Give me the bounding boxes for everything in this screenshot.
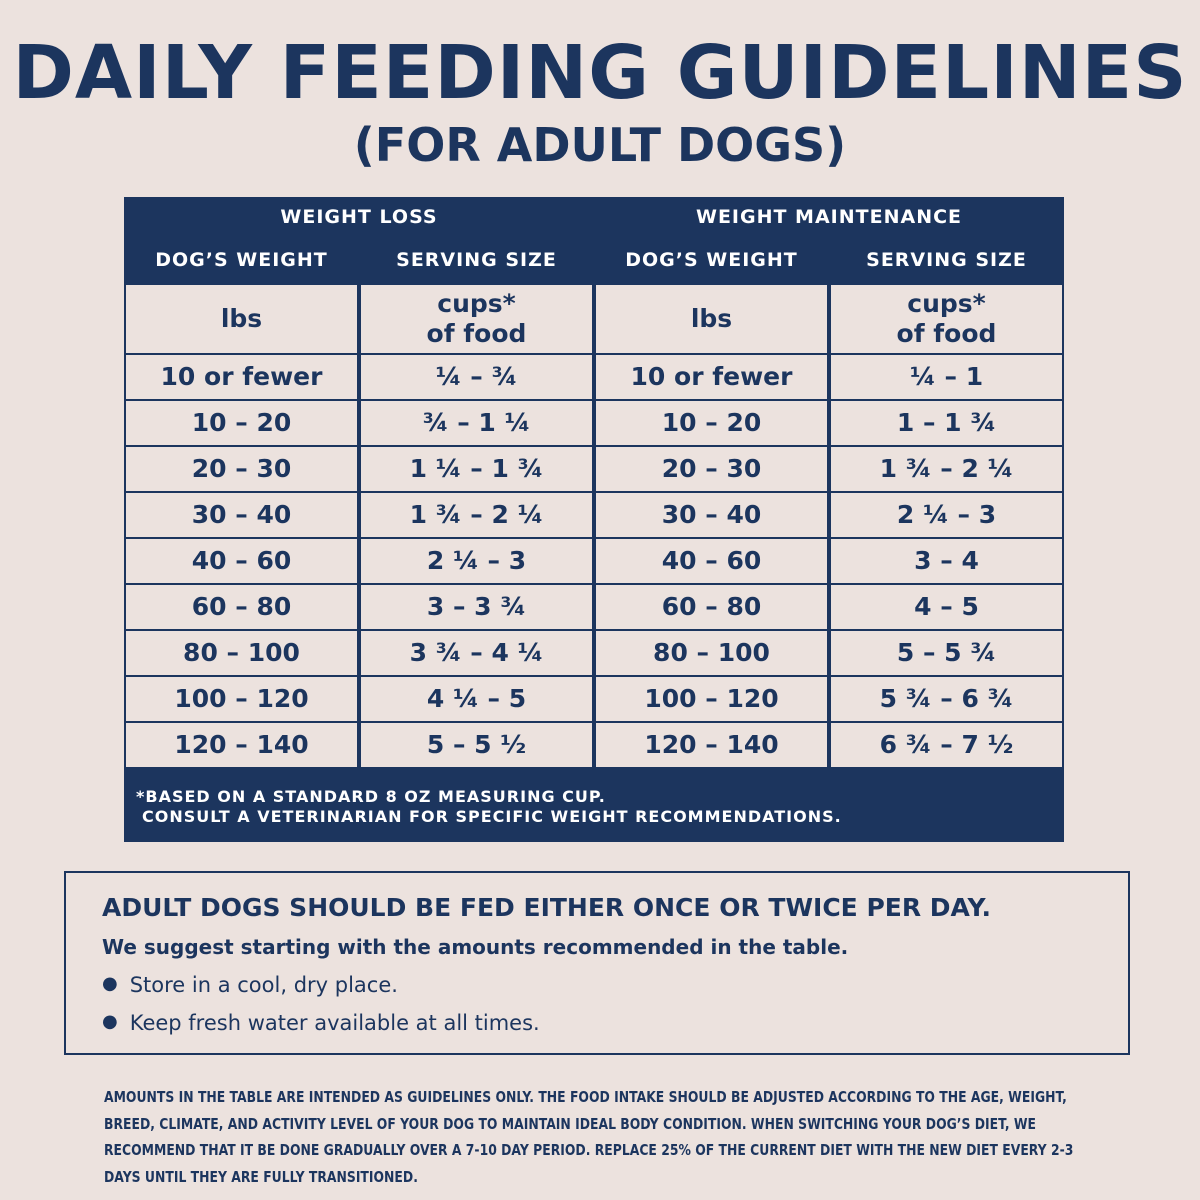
info-box: ADULT DOGS SHOULD BE FED EITHER ONCE OR … xyxy=(64,871,1130,1055)
table-cell: 30 – 40 xyxy=(126,493,357,537)
table-cell: 30 – 40 xyxy=(596,493,827,537)
table-cell: 20 – 30 xyxy=(126,447,357,491)
table-cell: 5 ¾ – 6 ¾ xyxy=(831,677,1062,721)
table-cell: ¾ – 1 ¼ xyxy=(361,401,592,445)
table-cell: 4 – 5 xyxy=(831,585,1062,629)
table-cell: ¼ – 1 xyxy=(831,355,1062,399)
table-cell: 4 ¼ – 5 xyxy=(361,677,592,721)
table-cell: 100 – 120 xyxy=(596,677,827,721)
table-cell: 3 ¾ – 4 ¼ xyxy=(361,631,592,675)
table-cell: 20 – 30 xyxy=(596,447,827,491)
table-cell: 120 – 140 xyxy=(126,723,357,767)
disclaimer: AMOUNTS IN THE TABLE ARE INTENDED AS GUI… xyxy=(104,1088,1074,1186)
bullet: ● Keep fresh water available at all times… xyxy=(102,1011,540,1035)
table-cell: 10 – 20 xyxy=(596,401,827,445)
unit-line: lbs xyxy=(690,304,733,333)
table-cell: 5 – 5 ¾ xyxy=(831,631,1062,675)
column-header: DOG’S WEIGHT xyxy=(155,249,328,271)
info-subheading: We suggest starting with the amounts rec… xyxy=(102,935,849,959)
table-cell: 120 – 140 xyxy=(596,723,827,767)
unit-line: lbs xyxy=(220,304,263,333)
feeding-table: WEIGHT LOSS WEIGHT MAINTENANCE DOG’S WEIGH… xyxy=(124,197,1064,842)
table-cell: 10 or fewer xyxy=(596,355,827,399)
table-cell: 3 – 3 ¾ xyxy=(361,585,592,629)
footnote-line: CONSULT A VETERINARIAN FOR SPECIFIC WEIG… xyxy=(142,807,842,826)
group-header: WEIGHT MAINTENANCE xyxy=(695,206,963,228)
table-cell: ¼ – ¾ xyxy=(361,355,592,399)
table-cell: 40 – 60 xyxy=(126,539,357,583)
bullet-text: Keep fresh water available at all times. xyxy=(129,1011,540,1035)
info-heading: ADULT DOGS SHOULD BE FED EITHER ONCE OR … xyxy=(102,893,991,922)
table-cell: 1 – 1 ¾ xyxy=(831,401,1062,445)
table-cell: 2 ¼ – 3 xyxy=(361,539,592,583)
table-cell: 10 or fewer xyxy=(126,355,357,399)
group-header: WEIGHT LOSS xyxy=(280,206,438,228)
column-header: DOG’S WEIGHT xyxy=(625,249,798,271)
table-cell: 80 – 100 xyxy=(126,631,357,675)
unit-cell: cups* of food xyxy=(831,285,1062,353)
table-cell: 2 ¼ – 3 xyxy=(831,493,1062,537)
table-cell: 60 – 80 xyxy=(126,585,357,629)
table-cell: 40 – 60 xyxy=(596,539,827,583)
unit-line: cups* xyxy=(907,289,986,318)
column-header: SERVING SIZE xyxy=(866,249,1027,271)
table-cell: 10 – 20 xyxy=(126,401,357,445)
unit-line: of food xyxy=(896,319,997,348)
bullet-dot: ● xyxy=(102,973,118,994)
footnote-line: *BASED ON A STANDARD 8 OZ MEASURING CUP. xyxy=(136,787,606,806)
unit-cell: lbs xyxy=(596,285,827,353)
unit-cell: lbs xyxy=(126,285,357,353)
table-cell: 5 – 5 ½ xyxy=(361,723,592,767)
bullet: ● Store in a cool, dry place. xyxy=(102,973,398,997)
table-cell: 80 – 100 xyxy=(596,631,827,675)
bullet-text: Store in a cool, dry place. xyxy=(129,973,398,997)
column-header: SERVING SIZE xyxy=(396,249,557,271)
unit-line: of food xyxy=(426,319,527,348)
unit-cell: cups* of food xyxy=(361,285,592,353)
subtitle: (FOR ADULT DOGS) xyxy=(353,118,847,172)
table-cell: 3 – 4 xyxy=(831,539,1062,583)
table-cell: 1 ¾ – 2 ¼ xyxy=(361,493,592,537)
table-cell: 60 – 80 xyxy=(596,585,827,629)
table-cell: 1 ¾ – 2 ¼ xyxy=(831,447,1062,491)
bullet-dot: ● xyxy=(102,1011,118,1032)
title: DAILY FEEDING GUIDELINES xyxy=(12,30,1188,116)
table-cell: 6 ¾ – 7 ½ xyxy=(831,723,1062,767)
unit-line: cups* xyxy=(437,289,516,318)
table-cell: 100 – 120 xyxy=(126,677,357,721)
footnote: *BASED ON A STANDARD 8 OZ MEASURING CUP.… xyxy=(136,787,842,827)
table-cell: 1 ¼ – 1 ¾ xyxy=(361,447,592,491)
